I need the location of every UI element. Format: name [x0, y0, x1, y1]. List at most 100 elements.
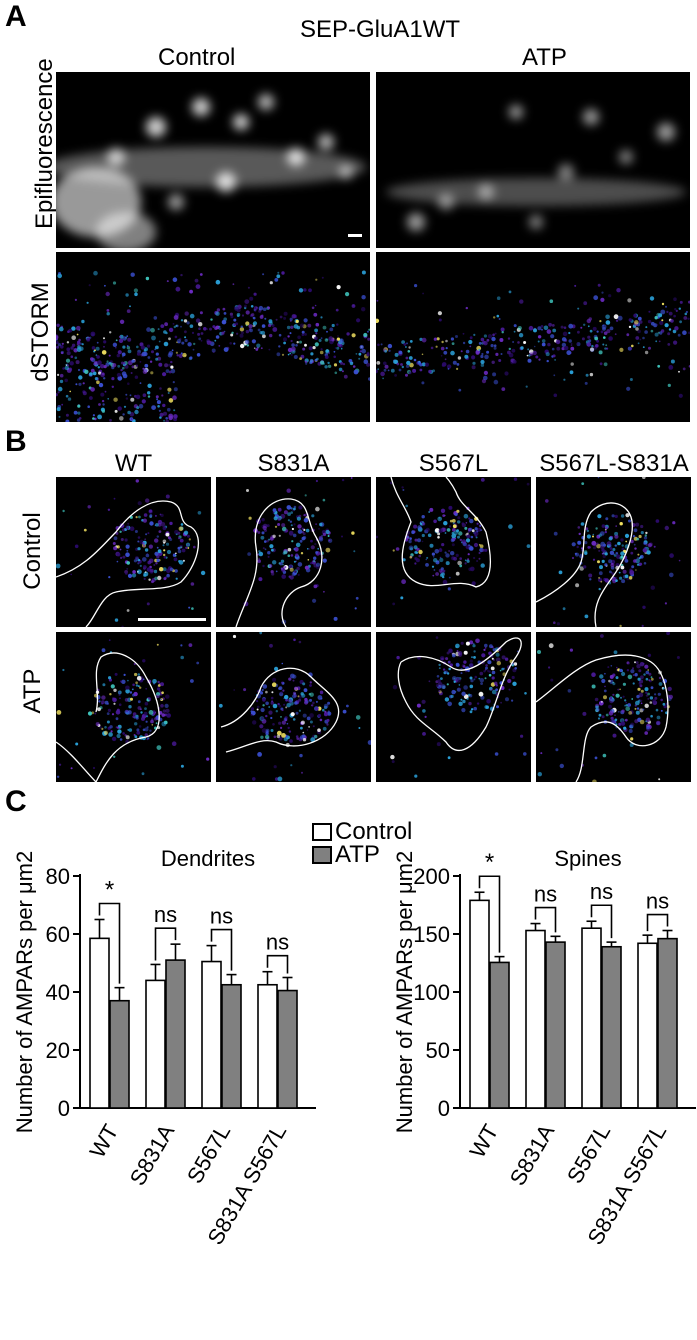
localization-dot	[143, 513, 148, 517]
localization-dot	[200, 332, 204, 335]
localization-dot	[635, 661, 639, 665]
localization-dot	[571, 556, 575, 560]
localization-dot	[605, 314, 610, 320]
localization-dot	[241, 314, 245, 317]
localization-dot	[453, 677, 456, 680]
localization-dot	[471, 529, 475, 533]
localization-dot	[604, 672, 606, 675]
localization-dot	[469, 345, 472, 348]
localization-dot	[290, 353, 293, 356]
localization-dot	[463, 513, 469, 519]
localization-dot	[605, 517, 609, 521]
localization-dot	[316, 357, 319, 361]
localization-dot	[288, 730, 292, 733]
localization-dot	[458, 531, 463, 536]
localization-dot	[647, 697, 650, 700]
localization-dot	[108, 362, 112, 365]
localization-dot	[568, 323, 574, 329]
localization-dot	[640, 675, 644, 680]
localization-dot	[163, 577, 167, 581]
localization-dot	[195, 318, 201, 323]
localization-dot	[556, 346, 561, 351]
localization-dot	[605, 344, 608, 347]
localization-dot	[439, 557, 444, 563]
localization-dot	[648, 346, 651, 350]
localization-dot	[587, 335, 591, 339]
localization-dot	[222, 331, 225, 334]
localization-dot	[431, 565, 435, 568]
localization-dot	[642, 708, 645, 711]
localization-dot	[678, 393, 683, 398]
localization-dot	[309, 681, 312, 684]
localization-dot	[433, 519, 437, 524]
localization-dot	[189, 324, 194, 328]
localization-dot	[416, 703, 421, 708]
localization-dot	[524, 692, 527, 695]
localization-dot	[283, 311, 288, 316]
localization-dot	[156, 535, 159, 538]
localization-dot	[137, 673, 141, 676]
localization-dot	[76, 347, 82, 352]
localization-dot	[292, 718, 296, 721]
localization-dot	[575, 583, 580, 588]
bar-atp	[601, 945, 622, 1109]
localization-dot	[244, 339, 250, 345]
localization-dot	[106, 312, 110, 316]
localization-dot	[413, 545, 418, 550]
localization-dot	[276, 352, 281, 357]
localization-dot	[545, 499, 549, 503]
localization-dot	[113, 536, 118, 541]
localization-dot	[145, 553, 150, 558]
localization-dot	[108, 676, 112, 680]
localization-dot	[302, 734, 306, 738]
localization-dot	[67, 397, 72, 401]
localization-dot	[302, 536, 307, 540]
localization-dot	[485, 664, 488, 667]
localization-dot	[449, 663, 453, 667]
localization-dot	[604, 530, 607, 534]
localization-dot	[688, 331, 690, 335]
localization-dot	[642, 548, 647, 553]
panel-b-col-label-s567l-s831a: S567L-S831A	[539, 450, 689, 477]
localization-dot	[422, 732, 426, 736]
localization-dot	[289, 575, 294, 580]
localization-dot	[457, 535, 460, 539]
localization-dot	[57, 273, 62, 279]
localization-dot	[438, 667, 441, 669]
localization-dot	[583, 323, 586, 326]
localization-dot	[387, 369, 390, 372]
localization-dot	[614, 333, 617, 336]
localization-dot	[324, 365, 328, 369]
localization-dot	[167, 363, 171, 367]
localization-dot	[501, 655, 506, 660]
localization-dot	[180, 655, 184, 660]
localization-dot	[437, 311, 442, 316]
localization-dot	[159, 567, 164, 572]
localization-dot	[184, 330, 187, 334]
localization-dot	[186, 534, 190, 538]
localization-dot	[324, 355, 329, 359]
localization-dot	[126, 345, 129, 347]
localization-dot	[473, 678, 476, 681]
localization-dot	[167, 536, 171, 540]
localization-dot	[553, 393, 558, 398]
localization-dot	[441, 543, 445, 547]
localization-dot	[553, 374, 556, 377]
localization-dot	[624, 533, 630, 538]
localization-dot	[384, 364, 389, 369]
localization-dot	[189, 356, 193, 360]
localization-dot	[301, 693, 306, 698]
localization-dot	[110, 730, 113, 733]
localization-dot	[320, 316, 323, 319]
localization-dot	[566, 350, 572, 356]
localization-dot	[475, 536, 478, 539]
localization-dot	[615, 693, 620, 698]
localization-dot	[611, 514, 615, 518]
localization-dot	[309, 698, 312, 702]
localization-dot	[150, 719, 154, 724]
localization-dot	[239, 327, 245, 332]
localization-dot	[229, 342, 232, 345]
localization-dot	[392, 549, 395, 552]
localization-dot	[398, 350, 403, 355]
localization-dot	[636, 556, 639, 559]
